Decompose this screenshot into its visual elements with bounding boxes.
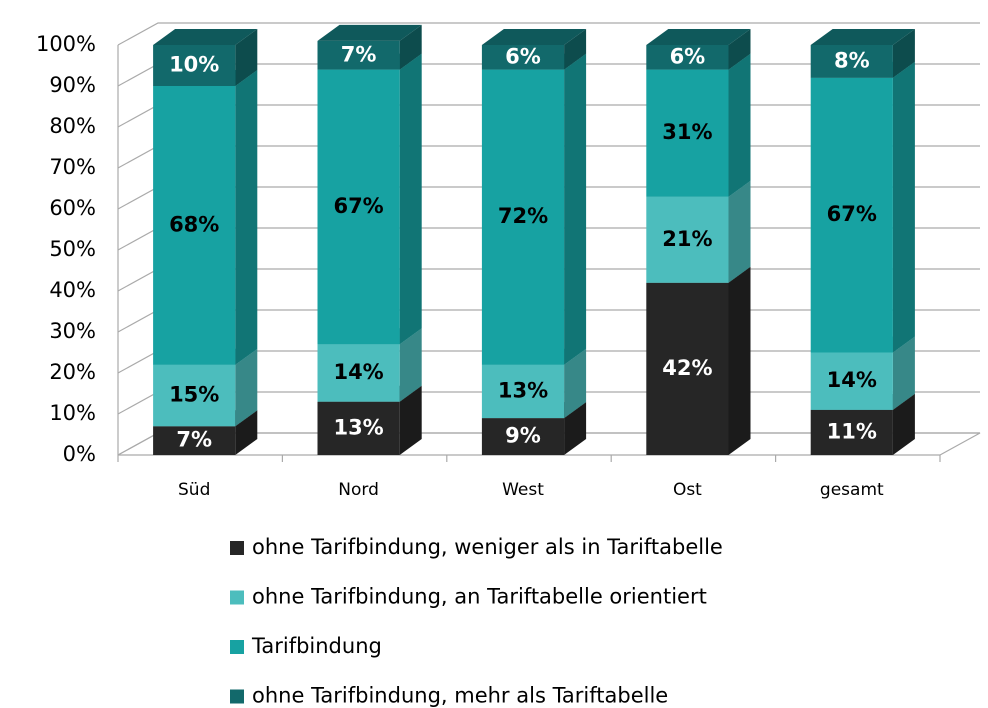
y-tick-label: 40% (49, 278, 96, 302)
value-label: 42% (662, 356, 712, 380)
bar-side (728, 29, 751, 70)
bar-side (399, 24, 422, 70)
bar (481, 69, 565, 365)
y-tick-label: 90% (49, 73, 96, 97)
bar (646, 196, 729, 283)
value-label: 7% (176, 428, 212, 452)
bar-side (564, 348, 587, 419)
legend-swatch (230, 590, 244, 605)
value-label: 7% (341, 42, 377, 66)
bar-side (399, 53, 422, 345)
legend-swatch (230, 640, 244, 654)
value-label: 67% (827, 202, 877, 226)
value-label: 21% (662, 227, 712, 251)
legend-swatch (230, 541, 244, 555)
value-label: 13% (333, 415, 383, 439)
value-label: 6% (505, 44, 541, 68)
x-tick-label: Süd (178, 480, 210, 500)
bar-side (728, 180, 751, 283)
bar (317, 401, 400, 455)
value-label: 15% (169, 383, 219, 407)
y-tick-label: 20% (49, 360, 96, 384)
y-tick-label: 70% (49, 155, 96, 179)
value-label: 31% (662, 120, 712, 144)
y-tick-label: 100% (36, 32, 96, 56)
value-label: 6% (670, 44, 706, 68)
value-label: 8% (834, 48, 870, 72)
value-label: 9% (505, 424, 541, 448)
legend-label: Tarifbindung (251, 634, 382, 658)
x-tick-label: West (502, 480, 544, 500)
bar (646, 69, 729, 197)
x-tick-label: gesamt (820, 480, 884, 500)
value-label: 14% (827, 368, 877, 392)
grid-line (117, 22, 980, 46)
bar (153, 86, 236, 365)
bar-side (235, 348, 258, 427)
x-tick-label: Nord (338, 480, 379, 500)
bar (646, 282, 729, 455)
legend-label: ohne Tarifbindung, weniger als in Tarift… (252, 535, 723, 559)
bar-side (892, 61, 915, 353)
bar (317, 344, 400, 402)
bar-top (810, 29, 915, 45)
bar-side (892, 336, 915, 410)
bar-side (564, 402, 587, 455)
x-tick-label: Ost (673, 480, 702, 500)
value-label: 11% (827, 419, 877, 443)
bar-side (399, 328, 422, 402)
bar (810, 352, 893, 410)
bar-side (892, 393, 915, 455)
y-tick-label: 80% (49, 114, 96, 138)
bar (481, 418, 565, 455)
bar-top (317, 24, 422, 41)
bar (810, 409, 893, 455)
bar-top (481, 29, 587, 45)
bar-top (646, 29, 751, 45)
bar (153, 45, 236, 86)
bar (481, 364, 565, 419)
value-label: 67% (333, 194, 383, 218)
bar-side (235, 70, 258, 365)
bar-side (728, 266, 751, 455)
bar-side (235, 410, 258, 455)
value-label: 14% (333, 360, 383, 384)
legend-swatch (230, 689, 244, 704)
bar-top (153, 29, 258, 45)
value-label: 68% (169, 212, 219, 236)
bar (317, 69, 400, 345)
legend-label: ohne Tarifbindung, an Tariftabelle orien… (252, 585, 707, 609)
bar (153, 364, 236, 427)
y-tick-label: 50% (49, 237, 96, 261)
bar-side (564, 29, 587, 70)
bar (153, 426, 236, 455)
value-label: 13% (498, 378, 548, 402)
bar (646, 45, 729, 70)
bar-side (564, 53, 587, 365)
value-label: 72% (498, 204, 548, 228)
y-tick-label: 0% (63, 442, 96, 466)
legend-label: ohne Tarifbindung, mehr als Tariftabelle (252, 684, 668, 708)
y-tick-label: 10% (49, 401, 96, 425)
bar-side (728, 53, 751, 197)
value-label: 10% (169, 53, 219, 77)
y-tick-label: 30% (49, 319, 96, 343)
bar (810, 77, 893, 353)
bar-side (399, 385, 422, 455)
bar (481, 45, 565, 70)
bar-side (235, 29, 258, 86)
y-tick-label: 60% (49, 196, 96, 220)
bar (317, 40, 400, 70)
bar-side (892, 29, 915, 78)
bar (810, 45, 893, 78)
